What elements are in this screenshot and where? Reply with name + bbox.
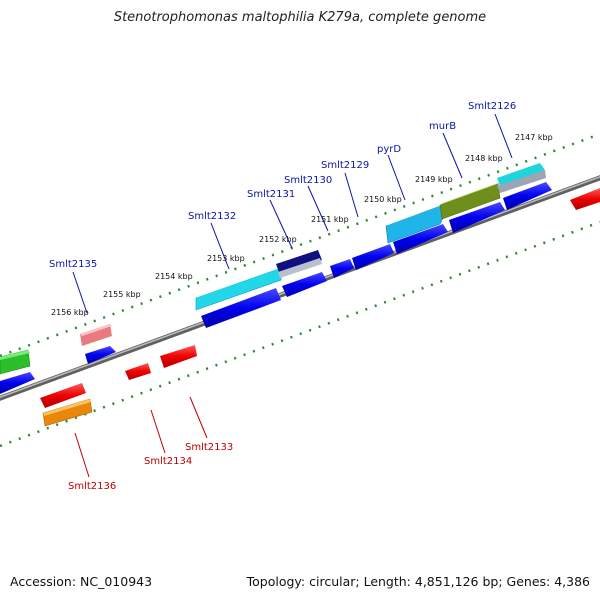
- label-smlt2135: Smlt2135: [49, 259, 97, 270]
- gene-navy: [276, 250, 322, 275]
- gene-blue-1: [201, 288, 281, 328]
- label-smlt2129: Smlt2129: [321, 160, 369, 171]
- gene-blue-7: [503, 182, 552, 210]
- kbp-label-2151: 2151 kbp: [311, 215, 349, 224]
- gene-red-1: [160, 345, 197, 368]
- kbp-label-2149: 2149 kbp: [415, 175, 453, 184]
- gene-cyan-small: [497, 163, 545, 186]
- reverse-gene-labels: Smlt2133 Smlt2134 Smlt2136: [68, 442, 233, 492]
- label-smlt2130: Smlt2130: [284, 175, 332, 186]
- gene-blue-2: [282, 272, 327, 297]
- map-title: Stenotrophomonas maltophilia K279a, comp…: [113, 10, 487, 25]
- kbp-label-2152: 2152 kbp: [259, 235, 297, 244]
- gene-blue-left: [0, 372, 35, 394]
- gene-red-right: [570, 188, 600, 210]
- forward-leaders: [72, 113, 513, 314]
- reverse-leaders: [74, 396, 208, 478]
- forward-gene-labels: Smlt2126 murB pyrD Smlt2129 Smlt2130 Sml…: [49, 101, 516, 270]
- gene-pink: [80, 324, 112, 346]
- gene-blue-4: [352, 244, 394, 270]
- gene-blue-3: [330, 259, 354, 278]
- kbp-label-2148: 2148 kbp: [465, 154, 503, 163]
- gene-blue-5: [393, 224, 448, 254]
- kbp-label-2153: 2153 kbp: [207, 254, 245, 263]
- label-smlt2133: Smlt2133: [185, 442, 233, 453]
- kbp-scale: 2147 kbp 2148 kbp 2149 kbp 2150 kbp 2151…: [51, 133, 553, 317]
- label-smlt2134: Smlt2134: [144, 456, 192, 467]
- gene-red-2: [125, 363, 151, 380]
- forward-feature-row-1: [0, 163, 546, 375]
- gene-blue-small: [85, 346, 116, 364]
- kbp-label-2155: 2155 kbp: [103, 290, 141, 299]
- inner-tick-ring: [0, 220, 600, 448]
- gene-orange: [42, 398, 93, 427]
- reverse-features: [40, 188, 600, 427]
- label-smlt2126: Smlt2126: [468, 101, 516, 112]
- kbp-label-2150: 2150 kbp: [364, 195, 402, 204]
- label-smlt2132: Smlt2132: [188, 211, 236, 222]
- genome-stats-text: Topology: circular; Length: 4,851,126 bp…: [246, 574, 590, 589]
- kbp-label-2147: 2147 kbp: [515, 133, 553, 142]
- outer-tick-ring: [0, 132, 600, 358]
- kbp-label-2156: 2156 kbp: [51, 308, 89, 317]
- gene-red-3: [40, 383, 86, 408]
- label-smlt2131: Smlt2131: [247, 189, 295, 200]
- label-pyrd: pyrD: [377, 144, 401, 155]
- kbp-label-2154: 2154 kbp: [155, 272, 193, 281]
- gene-blue-6: [449, 202, 505, 233]
- label-murb: murB: [429, 121, 456, 132]
- forward-feature-row-2: [0, 182, 552, 394]
- label-smlt2136: Smlt2136: [68, 481, 116, 492]
- gene-cyan-long: [195, 267, 282, 311]
- accession-text: Accession: NC_010943: [10, 574, 153, 589]
